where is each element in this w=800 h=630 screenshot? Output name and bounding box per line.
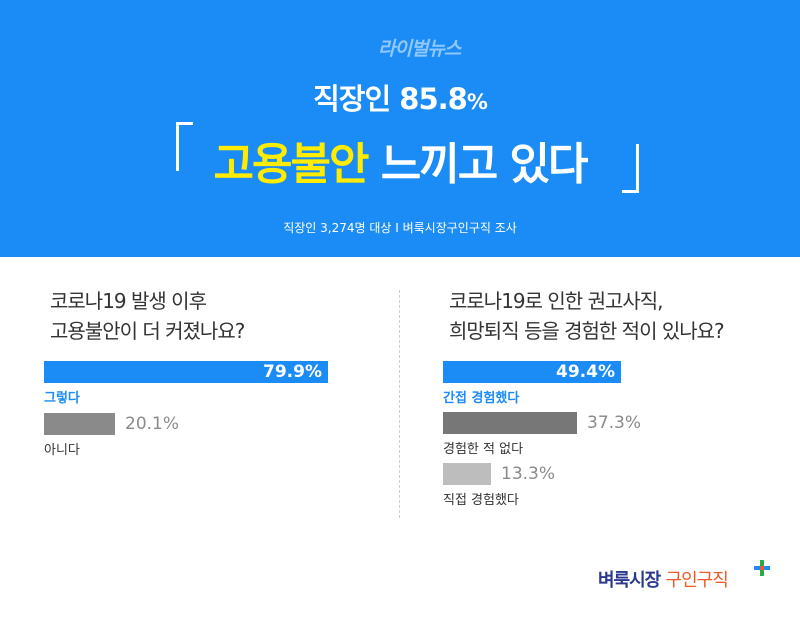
headline-rest: 느끼고 있다 bbox=[367, 139, 589, 190]
footer-logo-part1: 벼룩시장 bbox=[598, 570, 661, 591]
bar-value-label: 37.3% bbox=[587, 413, 642, 433]
subtitle: 직장인 85.8% bbox=[0, 76, 800, 118]
bar-value-label: 79.9% bbox=[263, 362, 322, 382]
category-label: 아니다 bbox=[44, 443, 80, 458]
footer-logo-part2: 구인구직 bbox=[665, 570, 729, 591]
question-2: 코로나19로 인한 권고사직, 희망퇴직 등을 경험한 적이 있나요? bbox=[449, 289, 725, 343]
bar-value-label: 49.4% bbox=[556, 362, 615, 382]
bar-1-2 bbox=[44, 413, 115, 435]
header-banner: 라이벌뉴스 직장인 85.8% 고용불안 느끼고 있다 직장인 3,274명 대… bbox=[0, 0, 800, 257]
subtitle-main: 직장인 85.8 bbox=[313, 82, 468, 116]
question-1: 코로나19 발생 이후 고용불안이 더 커졌나요? bbox=[50, 289, 245, 343]
bracket-close-decoration bbox=[622, 144, 639, 193]
bar-2-3 bbox=[443, 463, 491, 485]
category-label: 간접 경험했다 bbox=[443, 391, 520, 406]
category-label: 그렇다 bbox=[44, 391, 80, 406]
bar-2-2 bbox=[443, 412, 577, 434]
category-label: 직접 경험했다 bbox=[443, 493, 519, 508]
bar-1-1: 79.9% bbox=[44, 361, 328, 383]
footer-logo: 벼룩시장 구인구직 bbox=[598, 566, 729, 592]
bar-value-label: 20.1% bbox=[125, 414, 180, 434]
survey-note: 직장인 3,274명 대상 I 벼룩시장구인구직 조사 bbox=[283, 221, 517, 235]
bar-2-1: 49.4% bbox=[443, 361, 621, 383]
bar-value-label: 13.3% bbox=[501, 464, 556, 484]
headline: 고용불안 느끼고 있다 bbox=[0, 128, 800, 192]
bracket-open-decoration bbox=[176, 122, 193, 171]
headline-highlight: 고용불안 bbox=[213, 139, 370, 190]
brand-logo: 라이벌뉴스 bbox=[378, 38, 461, 60]
column-divider bbox=[399, 290, 400, 518]
category-label: 경험한 적 없다 bbox=[443, 442, 524, 457]
subtitle-percent: % bbox=[466, 90, 488, 114]
plus-icon bbox=[754, 560, 770, 576]
